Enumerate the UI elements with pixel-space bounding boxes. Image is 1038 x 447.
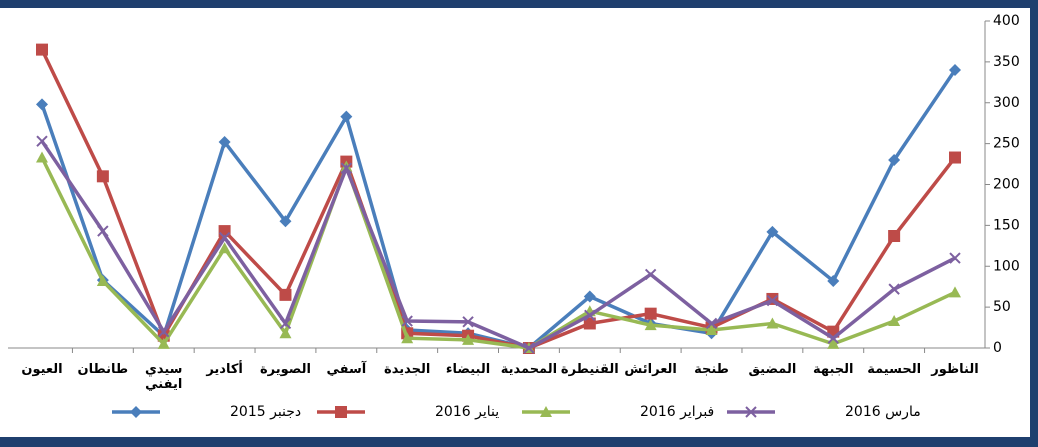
legend-label: دجنبر 2015	[230, 404, 301, 420]
marker	[36, 151, 48, 163]
legend-marker	[540, 406, 552, 417]
marker	[279, 327, 292, 339]
marker	[340, 110, 353, 123]
legend-marker	[745, 406, 757, 418]
marker	[766, 294, 779, 307]
marker	[766, 225, 779, 238]
marker	[705, 324, 718, 336]
x-tick-label: طنجة	[694, 362, 729, 377]
x-tick-label: الصويرة	[259, 362, 311, 377]
y-tick-label: 350	[993, 54, 1020, 70]
y-tick-label: 200	[993, 177, 1020, 193]
marker	[888, 230, 901, 243]
marker	[96, 274, 109, 286]
legend-label: يناير 2016	[435, 404, 499, 420]
marker	[340, 162, 353, 174]
marker	[401, 315, 413, 327]
x-tick-label: أكادير	[206, 362, 243, 377]
frame-bottom	[0, 437, 1038, 447]
x-tick-label: القنيطرة	[560, 362, 619, 377]
marker	[827, 274, 840, 287]
x-tick-label: البيضاء	[445, 362, 491, 377]
legend-marker	[335, 406, 347, 418]
marker	[401, 332, 414, 344]
marker	[827, 337, 840, 349]
marker	[462, 333, 475, 345]
y-tick-label: 150	[993, 217, 1020, 233]
legend-label: مارس 2016	[845, 404, 921, 420]
x-tick-label: الجبهة	[813, 362, 854, 377]
marker	[279, 288, 292, 301]
marker	[218, 242, 231, 254]
x-tick-label: المحمدية	[500, 362, 558, 377]
marker	[279, 317, 292, 330]
x-tick-label: العرائش	[624, 362, 677, 377]
y-tick-label: 50	[993, 299, 1011, 315]
x-tick-label: طانطان	[77, 362, 129, 377]
marker	[705, 317, 718, 330]
x-tick-label: آسفي	[326, 362, 367, 377]
marker	[827, 332, 839, 344]
marker	[36, 135, 48, 147]
frame-top	[0, 0, 1038, 8]
marker	[949, 286, 961, 298]
y-tick-label: 400	[993, 13, 1020, 29]
y-tick-label: 0	[993, 340, 1002, 356]
x-tick-label: العيون	[21, 362, 63, 377]
x-tick-label: الناظور	[931, 362, 979, 377]
marker	[157, 337, 170, 349]
marker	[949, 151, 961, 164]
y-tick-label: 300	[993, 95, 1020, 111]
marker	[462, 316, 474, 328]
marker	[36, 43, 48, 56]
marker	[279, 215, 292, 228]
marker	[96, 170, 109, 183]
series-line	[40, 140, 956, 350]
marker	[888, 153, 901, 166]
x-tick-label: الجديدة	[384, 362, 431, 377]
marker	[888, 283, 900, 295]
marker	[523, 342, 535, 354]
marker	[949, 252, 961, 264]
frame-right	[1030, 0, 1038, 447]
marker	[584, 309, 596, 322]
marker	[583, 317, 596, 330]
legend-label: فبراير 2016	[640, 404, 714, 420]
x-tick-label: المضيق	[748, 362, 797, 377]
x-tick-label: سيدي ايفني	[144, 362, 183, 392]
x-tick-label: الحسيمة	[867, 362, 922, 377]
marker	[644, 307, 657, 320]
marker	[158, 325, 170, 338]
series-line	[40, 48, 957, 350]
marker	[644, 319, 657, 331]
series-line	[40, 156, 956, 350]
marker	[644, 268, 657, 281]
marker	[218, 135, 231, 148]
marker	[36, 98, 48, 111]
y-tick-label: 100	[993, 258, 1020, 274]
marker	[218, 231, 231, 244]
marker	[766, 317, 779, 329]
marker	[97, 225, 109, 237]
marker	[888, 315, 901, 327]
marker	[949, 64, 961, 77]
legend-marker	[130, 406, 142, 418]
y-tick-label: 250	[993, 136, 1020, 152]
marker	[583, 290, 596, 303]
